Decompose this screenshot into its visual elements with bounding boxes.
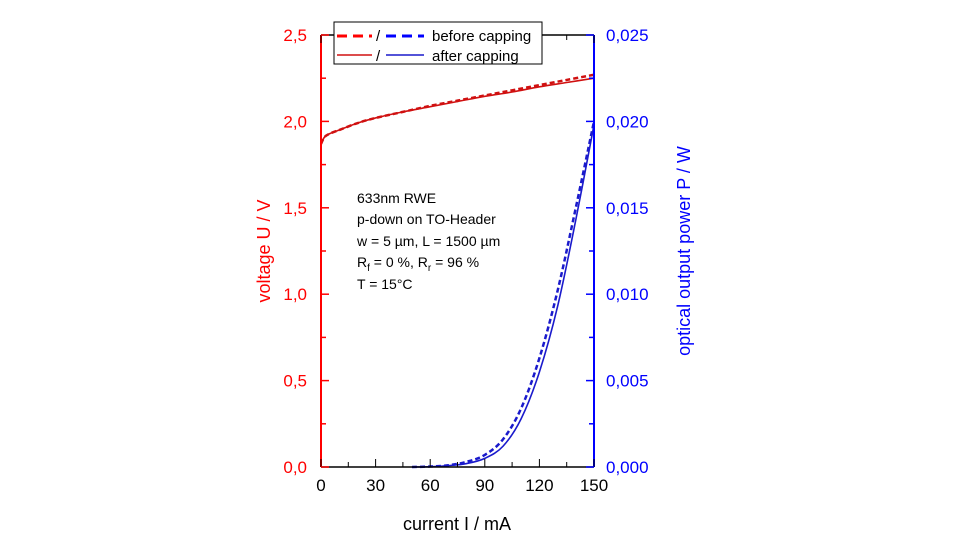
legend-label-after: after capping: [432, 48, 519, 65]
y-right-tick-label: 0,010: [606, 285, 649, 304]
x-tick-label: 120: [525, 476, 553, 495]
svg-text:Rf = 0 %, Rr = 96 %: Rf = 0 %, Rr = 96 %: [357, 254, 479, 274]
legend-label-before: before capping: [432, 28, 531, 45]
annotation: 633nm RWE p-down on TO-Header w = 5 µm, …: [356, 190, 500, 292]
y-left-tick-label: 0,5: [283, 372, 307, 391]
y-right-tick-label: 0,000: [606, 458, 649, 477]
y-right-tick-label: 0,005: [606, 372, 649, 391]
y-right-tick-label: 0,025: [606, 26, 649, 45]
x-tick-label: 30: [366, 476, 385, 495]
y-right-axis-label: optical output power P / W: [674, 146, 694, 356]
x-tick-label: 90: [475, 476, 494, 495]
y-left-tick-label: 0,0: [283, 458, 307, 477]
legend-sep-2: /: [376, 48, 381, 65]
series-power-solid: [411, 124, 595, 468]
x-tick-label: 60: [421, 476, 440, 495]
y-left-tick-label: 1,5: [283, 199, 307, 218]
series-power-dashed: [411, 121, 596, 469]
y-left-tick-label: 2,5: [283, 26, 307, 45]
svg-text:p-down on TO-Header: p-down on TO-Header: [357, 211, 496, 227]
legend: / before capping / after capping: [333, 21, 543, 65]
y-left-tick-label: 1,0: [283, 285, 307, 304]
y-left-tick-label: 2,0: [283, 112, 307, 131]
legend-sep-1: /: [376, 28, 381, 45]
x-tick-label: 150: [580, 476, 608, 495]
x-axis-label: current I / mA: [403, 514, 511, 534]
x-tick-label: 0: [316, 476, 325, 495]
y-right-tick-label: 0,020: [606, 112, 649, 131]
svg-text:633nm RWE: 633nm RWE: [357, 190, 436, 206]
y-left-axis-label: voltage U / V: [254, 199, 274, 302]
svg-text:w = 5 µm, L = 1500 µm: w = 5 µm, L = 1500 µm: [356, 233, 500, 249]
svg-text:T = 15°C: T = 15°C: [357, 276, 413, 292]
y-right-tick-label: 0,015: [606, 199, 649, 218]
series-voltage-solid: [320, 77, 595, 145]
